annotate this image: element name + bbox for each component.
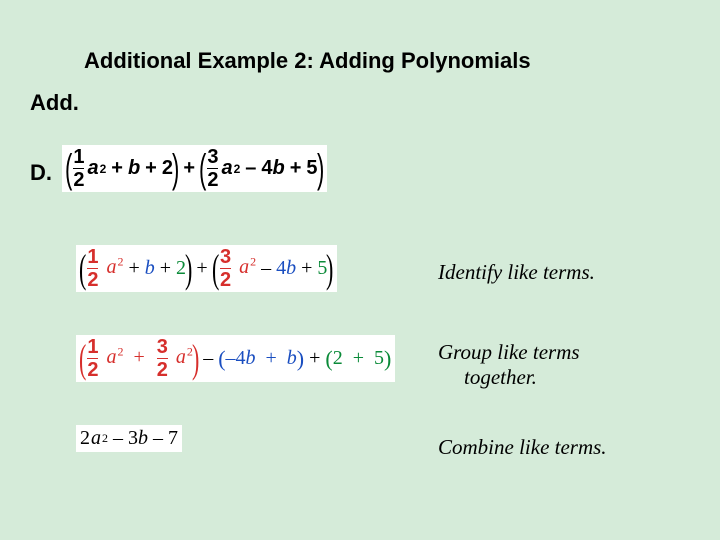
minus-sign: –	[261, 257, 271, 280]
fraction-half: 1 2	[87, 337, 98, 380]
constant-5: 5	[306, 157, 317, 180]
identify-expression: ( 1 2 a2 + b + 2 ) + ( 3 2 a2 – 4b + 5 )	[76, 245, 337, 292]
right-paren-icon: )	[172, 149, 179, 189]
exponent-2: 2	[250, 254, 256, 268]
variable-b: b	[287, 347, 297, 369]
annotation-identify: Identify like terms.	[438, 260, 595, 285]
left-paren-icon: (	[79, 249, 86, 289]
variable-a: a	[106, 346, 116, 368]
annotation-group-line1: Group like terms	[438, 340, 580, 365]
plus-sign: +	[353, 347, 364, 369]
right-paren-icon: )	[297, 348, 304, 370]
minus-sign: –	[113, 427, 123, 450]
part-label: D.	[30, 160, 52, 186]
plus-sign: +	[111, 157, 123, 180]
constant-7: 7	[168, 427, 178, 450]
plus-sign: +	[196, 257, 207, 280]
annotation-group: Group like terms together.	[438, 340, 580, 390]
right-paren-icon: )	[185, 249, 192, 289]
fraction-half: 1 2	[73, 147, 84, 190]
right-paren-icon: )	[317, 149, 324, 189]
variable-a: a	[106, 256, 116, 278]
plus-sign: +	[133, 346, 144, 368]
variable-a: a	[221, 157, 232, 180]
variable-b: b	[128, 157, 140, 180]
plus-sign: +	[301, 257, 312, 280]
negative-sign: –	[226, 347, 236, 369]
fraction-half: 1 2	[87, 247, 98, 290]
left-paren-icon: (	[65, 149, 72, 189]
plus-sign: +	[183, 157, 195, 180]
exponent-2: 2	[102, 431, 108, 446]
minus-sign: –	[203, 347, 213, 370]
annotation-combine: Combine like terms.	[438, 435, 607, 460]
plus-sign: +	[128, 257, 139, 280]
example-title: Additional Example 2: Adding Polynomials	[84, 48, 531, 74]
variable-b: b	[145, 257, 155, 280]
variable-a: a	[91, 427, 101, 450]
exponent-2: 2	[117, 344, 123, 358]
group-expression: ( 1 2 a2 + 3 2 a2 ) – ( –4b + b ) + ( 2 …	[76, 335, 395, 382]
minus-sign: –	[245, 157, 256, 180]
plus-sign: +	[309, 347, 320, 370]
variable-a: a	[239, 256, 249, 278]
result-expression: 2a2 – 3b – 7	[76, 425, 182, 452]
coefficient-2: 2	[80, 427, 90, 450]
right-paren-icon: )	[326, 249, 333, 289]
variable-b: b	[138, 427, 148, 450]
minus-sign: –	[153, 427, 163, 450]
coefficient-4: 4	[236, 347, 246, 369]
left-paren-icon: (	[212, 249, 219, 289]
variable-b: b	[246, 347, 256, 369]
problem-expression: ( 1 2 a2 + b + 2 ) + ( 3 2 a2 – 4b + 5 )	[62, 145, 327, 192]
plus-sign: +	[290, 157, 302, 180]
right-paren-icon: )	[384, 348, 391, 370]
coefficient-4: 4	[261, 157, 272, 180]
fraction-three-halves: 3 2	[157, 337, 168, 380]
constant-5: 5	[374, 347, 384, 369]
left-paren-icon: (	[199, 149, 206, 189]
left-paren-icon: (	[218, 348, 225, 370]
variable-b: b	[273, 157, 285, 180]
fraction-three-halves: 3 2	[220, 247, 231, 290]
exponent-2: 2	[234, 162, 241, 176]
variable-b: b	[286, 257, 296, 279]
left-paren-icon: (	[79, 339, 86, 379]
constant-2: 2	[333, 347, 343, 369]
fraction-three-halves: 3 2	[207, 147, 218, 190]
instruction-text: Add.	[30, 90, 79, 116]
coefficient-3: 3	[128, 427, 138, 450]
exponent-2: 2	[100, 162, 107, 176]
annotation-group-line2: together.	[438, 365, 580, 390]
plus-sign: +	[266, 347, 277, 369]
variable-a: a	[87, 157, 98, 180]
plus-sign: +	[145, 157, 157, 180]
coefficient-4: 4	[276, 257, 286, 279]
right-paren-icon: )	[192, 339, 199, 379]
plus-sign: +	[160, 257, 171, 280]
variable-a: a	[176, 346, 186, 368]
exponent-2: 2	[117, 254, 123, 268]
left-paren-icon: (	[325, 348, 332, 370]
